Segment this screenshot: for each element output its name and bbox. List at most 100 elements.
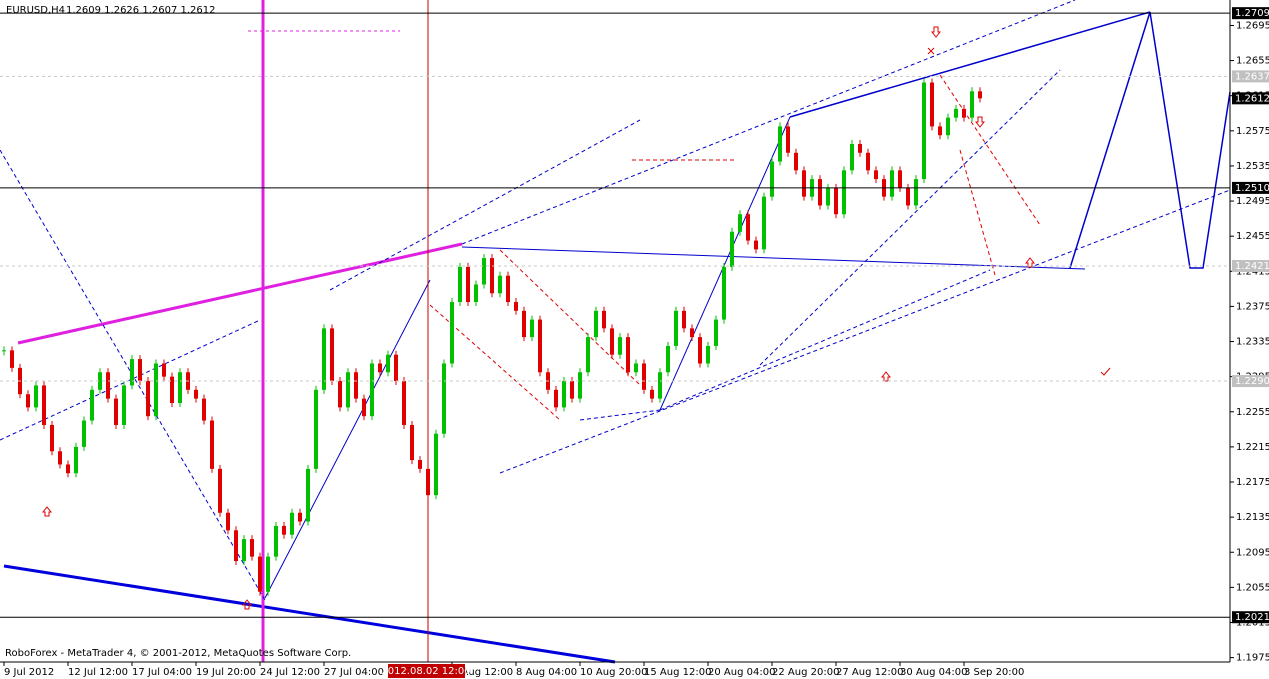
candle	[834, 187, 838, 215]
signal-arrows	[41, 26, 1111, 610]
price-levels: 1.2709 1.2637 1.2612 1.2510 1.2421 1.2290 1.20…	[0, 7, 1269, 624]
candle	[162, 363, 166, 377]
candle	[42, 385, 46, 425]
channel-line	[499, 189, 1231, 474]
candle	[826, 187, 830, 206]
candle	[610, 328, 614, 355]
forecast-line	[939, 74, 1041, 226]
x-tick-label: 17 Jul 04:00	[132, 667, 192, 678]
level-label: 1.2612	[1235, 93, 1269, 104]
level-label: 1.2510	[1235, 183, 1269, 194]
x-tick-label: 24 Jul 12:00	[260, 667, 320, 678]
candle	[850, 143, 854, 171]
x-tick-label: 27 Aug 12:00	[836, 667, 903, 678]
candle	[346, 372, 350, 408]
candle	[698, 337, 702, 364]
candle	[778, 126, 782, 162]
level-box	[1232, 181, 1269, 194]
y-tick-label: 1.2495	[1236, 196, 1269, 207]
candle	[594, 310, 598, 338]
candle	[666, 345, 670, 373]
forecast-line	[959, 149, 996, 276]
y-tick-label: 1.2215	[1236, 442, 1269, 453]
candle	[370, 363, 374, 417]
candle	[706, 345, 710, 364]
y-tick-label: 1.2575	[1236, 126, 1269, 137]
y-tick-label: 1.2655	[1236, 56, 1269, 67]
level-box	[1232, 92, 1269, 105]
level-label: 1.2021	[1235, 612, 1269, 623]
level-box	[1232, 260, 1269, 273]
candle	[554, 389, 558, 408]
candle	[890, 170, 894, 197]
candle	[466, 266, 470, 303]
y-tick-label: 1.2175	[1236, 477, 1269, 488]
candle	[154, 363, 158, 417]
trend-line	[461, 246, 1086, 270]
trend-line	[17, 242, 463, 345]
candle	[250, 539, 254, 557]
candle	[954, 108, 958, 118]
candle	[338, 381, 342, 408]
candle	[498, 275, 502, 294]
trend-line	[789, 11, 1151, 118]
candle	[146, 381, 150, 417]
channel-line	[499, 249, 641, 386]
candle	[258, 556, 262, 592]
level-box	[1232, 611, 1269, 624]
y-tick-label: 1.2535	[1236, 161, 1269, 172]
candle	[578, 372, 582, 399]
y-tick-label: 1.2375	[1236, 301, 1269, 312]
level-label: 1.2290	[1235, 376, 1269, 387]
candle	[490, 258, 494, 294]
x-tick-label: 20 Aug 04:00	[708, 667, 775, 678]
candle	[106, 372, 110, 399]
y-tick-label: 1.2055	[1236, 582, 1269, 593]
candle	[290, 512, 294, 535]
candle	[802, 170, 806, 197]
level-box	[1232, 70, 1269, 83]
candle	[866, 152, 870, 171]
x-tick-label: 10 Aug 20:00	[580, 667, 647, 678]
candle	[602, 310, 606, 329]
candle	[202, 398, 206, 421]
candle	[242, 539, 246, 562]
candle	[586, 337, 590, 373]
candle	[34, 385, 38, 408]
candle	[930, 82, 934, 127]
candle	[746, 214, 750, 241]
candle	[530, 319, 534, 338]
candle	[914, 179, 918, 206]
candle	[482, 258, 486, 285]
candle	[442, 363, 446, 434]
candle	[626, 337, 630, 373]
footer: RoboForex - MetaTrader 4, © 2001-2012, M…	[5, 648, 351, 659]
channel-line	[659, 269, 991, 411]
candle	[946, 117, 950, 136]
cross-mark	[927, 47, 935, 55]
candle	[98, 372, 102, 390]
candle	[690, 328, 694, 338]
candle	[970, 91, 974, 118]
candle	[450, 302, 454, 364]
candle	[170, 376, 174, 403]
candle	[130, 359, 134, 386]
x-tick-label: 9 Jul 2012	[4, 667, 54, 678]
candle	[714, 319, 718, 346]
candle	[114, 398, 118, 425]
crosshair-label: 2012.08.02 12:00	[381, 666, 470, 677]
candle	[122, 385, 126, 425]
candle	[58, 451, 62, 465]
y-tick-label: 1.2455	[1236, 231, 1269, 242]
candle	[538, 319, 542, 373]
up-arrow	[880, 371, 892, 382]
x-tick-label: 15 Aug 12:00	[644, 667, 711, 678]
candle	[282, 525, 286, 535]
candle	[570, 381, 574, 399]
candle	[10, 350, 14, 368]
x-tick-label: 12 Jul 12:00	[68, 667, 128, 678]
x-tick-label: 8 Aug 04:00	[516, 667, 577, 678]
